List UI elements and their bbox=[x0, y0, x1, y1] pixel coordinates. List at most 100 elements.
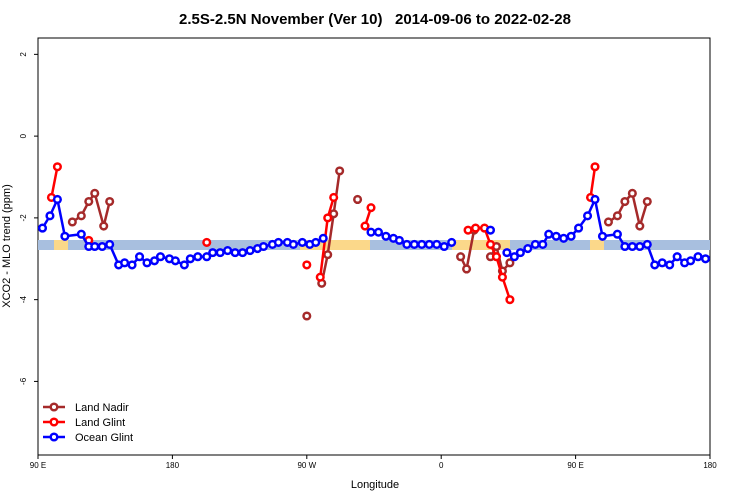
point bbox=[366, 227, 376, 237]
point bbox=[120, 258, 130, 268]
point bbox=[462, 264, 472, 274]
point bbox=[155, 252, 166, 262]
point bbox=[208, 248, 218, 258]
point bbox=[323, 213, 333, 223]
point bbox=[485, 225, 496, 235]
point bbox=[99, 221, 109, 231]
point bbox=[105, 196, 115, 207]
point bbox=[505, 258, 515, 268]
point bbox=[485, 239, 496, 250]
point bbox=[37, 223, 48, 233]
y-tick-label: -6 bbox=[19, 377, 28, 385]
point bbox=[76, 229, 86, 239]
point bbox=[491, 252, 502, 262]
point bbox=[551, 231, 561, 241]
point bbox=[497, 272, 507, 282]
point bbox=[620, 241, 630, 252]
point bbox=[665, 260, 675, 270]
point bbox=[456, 252, 466, 262]
point bbox=[302, 311, 312, 321]
point bbox=[424, 239, 434, 250]
point bbox=[509, 252, 519, 262]
x-tick-label: 180 bbox=[703, 461, 717, 470]
point bbox=[84, 196, 94, 207]
point bbox=[202, 237, 212, 247]
point bbox=[238, 248, 248, 258]
legend-marker bbox=[49, 432, 59, 442]
point bbox=[179, 260, 189, 270]
point bbox=[523, 243, 533, 254]
point bbox=[463, 225, 473, 235]
legend-marker bbox=[49, 417, 59, 427]
point bbox=[329, 192, 339, 202]
point bbox=[335, 166, 345, 176]
point bbox=[149, 256, 160, 266]
series-line bbox=[71, 170, 649, 284]
y-tick-label: -4 bbox=[19, 296, 28, 304]
point bbox=[76, 211, 86, 221]
point bbox=[329, 209, 339, 219]
y-tick-label: 2 bbox=[19, 52, 28, 57]
point bbox=[223, 246, 233, 256]
point bbox=[315, 272, 325, 282]
point bbox=[505, 295, 515, 305]
x-tick-label: 90 E bbox=[567, 461, 583, 470]
point bbox=[60, 231, 70, 241]
point bbox=[67, 217, 77, 227]
point bbox=[45, 211, 55, 221]
point bbox=[538, 239, 548, 250]
point bbox=[612, 229, 622, 239]
legend-label: Land Glint bbox=[75, 417, 125, 429]
x-tick-label: 0 bbox=[439, 461, 444, 470]
point bbox=[52, 194, 62, 205]
point bbox=[574, 223, 584, 233]
point bbox=[215, 248, 225, 258]
point bbox=[366, 203, 376, 213]
point bbox=[582, 211, 593, 221]
point bbox=[635, 241, 645, 252]
point bbox=[323, 250, 333, 260]
point bbox=[193, 252, 203, 262]
point bbox=[353, 194, 363, 205]
point bbox=[142, 258, 152, 268]
point bbox=[273, 237, 283, 247]
point bbox=[258, 241, 269, 252]
x-axis-label: Longitude bbox=[351, 479, 399, 491]
point bbox=[127, 260, 137, 270]
band bbox=[38, 240, 710, 250]
point bbox=[590, 194, 600, 205]
point bbox=[230, 248, 240, 258]
point bbox=[302, 260, 312, 270]
point bbox=[612, 211, 622, 221]
point bbox=[90, 241, 100, 252]
point bbox=[90, 188, 100, 198]
point bbox=[409, 239, 419, 250]
point bbox=[170, 256, 180, 266]
point bbox=[672, 252, 682, 262]
point bbox=[202, 252, 212, 262]
point bbox=[635, 221, 645, 231]
point bbox=[134, 252, 145, 262]
point bbox=[642, 239, 652, 250]
point bbox=[627, 241, 637, 252]
point bbox=[402, 239, 412, 250]
point bbox=[530, 239, 540, 250]
point bbox=[311, 237, 321, 247]
point bbox=[439, 241, 449, 252]
point bbox=[502, 248, 512, 258]
point bbox=[603, 217, 614, 227]
point bbox=[297, 237, 307, 247]
point bbox=[590, 162, 600, 172]
point bbox=[700, 254, 711, 264]
x-tick-label: 90 W bbox=[297, 461, 316, 470]
point bbox=[650, 260, 660, 270]
legend-label: Ocean Glint bbox=[75, 432, 133, 444]
point bbox=[686, 256, 696, 266]
point bbox=[97, 241, 107, 252]
point bbox=[105, 239, 115, 250]
point bbox=[245, 246, 255, 256]
point bbox=[394, 235, 404, 245]
point bbox=[657, 258, 667, 268]
x-tick-label: 90 E bbox=[30, 461, 46, 470]
